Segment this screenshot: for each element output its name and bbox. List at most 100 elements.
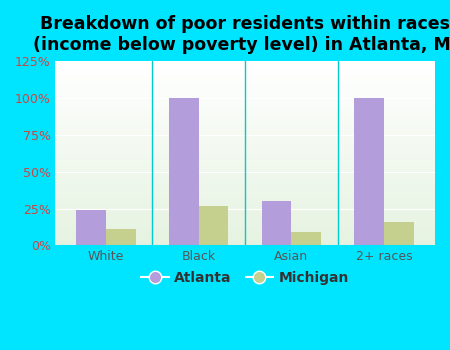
Bar [55, 121, 435, 122]
Bar [55, 78, 435, 79]
Bar [55, 73, 435, 74]
Bar [55, 100, 435, 101]
Bar [55, 81, 435, 82]
Bar [55, 191, 435, 192]
Bar [55, 97, 435, 98]
Bar [55, 72, 435, 73]
Bar [55, 144, 435, 145]
Bar [55, 225, 435, 226]
Bar [55, 138, 435, 139]
Bar [55, 92, 435, 93]
Bar [55, 134, 435, 135]
Bar [55, 203, 435, 204]
Bar [55, 229, 435, 230]
Bar [55, 159, 435, 160]
Bar [55, 95, 435, 96]
Bar [55, 85, 435, 86]
Bar [55, 141, 435, 142]
Bar [55, 153, 435, 154]
Bar [55, 180, 435, 181]
Bar [55, 124, 435, 125]
Bar [55, 175, 435, 176]
Bar [55, 62, 435, 63]
Bar [55, 242, 435, 243]
Bar [55, 93, 435, 94]
Bar [55, 186, 435, 187]
Bar [55, 132, 435, 133]
Bar [55, 219, 435, 220]
Bar [55, 154, 435, 155]
Bar [55, 66, 435, 67]
Bar [55, 237, 435, 238]
Bar [55, 196, 435, 197]
Bar [55, 206, 435, 207]
Bar [55, 107, 435, 108]
Bar [55, 181, 435, 182]
Bar [55, 194, 435, 195]
Bar [55, 96, 435, 97]
Bar [55, 84, 435, 85]
Bar [55, 61, 435, 62]
Bar [55, 241, 435, 242]
Bar [55, 103, 435, 104]
Bar [55, 75, 435, 76]
Bar [55, 74, 435, 75]
Bar [55, 156, 435, 157]
Bar [55, 209, 435, 210]
Bar [55, 187, 435, 188]
Bar [55, 195, 435, 196]
Bar [55, 160, 435, 161]
Bar [55, 145, 435, 146]
Bar [55, 216, 435, 217]
Bar [55, 200, 435, 201]
Bar [55, 86, 435, 87]
Bar [55, 139, 435, 140]
Bar [55, 227, 435, 228]
Bar [55, 129, 435, 130]
Bar [55, 94, 435, 95]
Bar [55, 172, 435, 173]
Bar [55, 102, 435, 103]
Bar [55, 112, 435, 113]
Bar [55, 217, 435, 218]
Bar [55, 79, 435, 80]
Bar [55, 223, 435, 224]
Bar [55, 228, 435, 229]
Bar [55, 116, 435, 117]
Bar [55, 143, 435, 144]
Bar [55, 157, 435, 158]
Bar [55, 113, 435, 114]
Bar [55, 127, 435, 128]
Bar [55, 207, 435, 208]
Bar [291, 232, 321, 245]
Bar [55, 109, 435, 110]
Bar [55, 105, 435, 106]
Bar [55, 240, 435, 241]
Bar [55, 173, 435, 174]
Bar [55, 108, 435, 109]
Bar [55, 89, 435, 90]
Bar [55, 87, 435, 88]
Bar [55, 226, 435, 227]
Bar [106, 229, 135, 245]
Bar [55, 233, 435, 235]
Bar [55, 165, 435, 166]
Bar [55, 90, 435, 91]
Bar [55, 110, 435, 111]
Bar [55, 104, 435, 105]
Bar [55, 162, 435, 163]
Bar [55, 150, 435, 151]
Bar [55, 122, 435, 123]
Bar [55, 88, 435, 89]
Bar [55, 170, 435, 171]
Bar [55, 224, 435, 225]
Bar [55, 106, 435, 107]
Bar [262, 201, 291, 245]
Bar [55, 230, 435, 231]
Legend: Atlanta, Michigan: Atlanta, Michigan [135, 265, 355, 290]
Bar [55, 182, 435, 183]
Bar [55, 192, 435, 193]
Bar [55, 114, 435, 116]
Bar [55, 239, 435, 240]
Bar [55, 234, 435, 235]
